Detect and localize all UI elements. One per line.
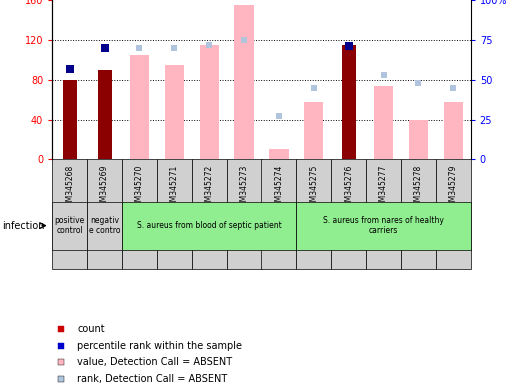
Bar bbox=[87, 159, 122, 269]
Text: GSM345275: GSM345275 bbox=[309, 165, 319, 211]
Bar bbox=[366, 159, 401, 269]
Bar bbox=[122, 202, 297, 250]
Bar bbox=[192, 159, 226, 269]
Text: GSM345270: GSM345270 bbox=[135, 165, 144, 211]
Text: negativ
e contro: negativ e contro bbox=[89, 216, 120, 235]
Text: count: count bbox=[77, 324, 105, 334]
Bar bbox=[157, 159, 192, 269]
Bar bbox=[436, 159, 471, 269]
Text: GSM345277: GSM345277 bbox=[379, 165, 388, 211]
Bar bbox=[234, 5, 254, 159]
Text: GSM345271: GSM345271 bbox=[170, 165, 179, 211]
Text: GSM345274: GSM345274 bbox=[275, 165, 283, 211]
Text: GSM345279: GSM345279 bbox=[449, 165, 458, 211]
Bar bbox=[297, 159, 331, 269]
Bar bbox=[331, 159, 366, 269]
Bar bbox=[200, 45, 219, 159]
Text: infection: infection bbox=[3, 220, 45, 231]
Text: GSM345278: GSM345278 bbox=[414, 165, 423, 211]
Text: GSM345269: GSM345269 bbox=[100, 165, 109, 211]
Text: S. aureus from blood of septic patient: S. aureus from blood of septic patient bbox=[137, 221, 281, 230]
Bar bbox=[130, 55, 149, 159]
Bar bbox=[87, 202, 122, 250]
Bar bbox=[269, 149, 289, 159]
Bar bbox=[63, 80, 77, 159]
Text: GSM345268: GSM345268 bbox=[65, 165, 74, 211]
Bar bbox=[98, 70, 111, 159]
Bar bbox=[297, 202, 471, 250]
Bar bbox=[342, 45, 356, 159]
Bar bbox=[122, 159, 157, 269]
Bar bbox=[304, 102, 323, 159]
Text: S. aureus from nares of healthy
carriers: S. aureus from nares of healthy carriers bbox=[323, 216, 444, 235]
Text: percentile rank within the sample: percentile rank within the sample bbox=[77, 341, 242, 351]
Bar bbox=[165, 65, 184, 159]
Bar bbox=[52, 202, 87, 250]
Text: rank, Detection Call = ABSENT: rank, Detection Call = ABSENT bbox=[77, 374, 228, 384]
Bar bbox=[52, 159, 87, 269]
Text: value, Detection Call = ABSENT: value, Detection Call = ABSENT bbox=[77, 358, 233, 367]
Text: GSM345272: GSM345272 bbox=[204, 165, 214, 211]
Bar bbox=[409, 119, 428, 159]
Bar bbox=[262, 159, 297, 269]
Bar bbox=[444, 102, 463, 159]
Text: GSM345273: GSM345273 bbox=[240, 165, 248, 211]
Bar bbox=[374, 86, 393, 159]
Bar bbox=[226, 159, 262, 269]
Bar bbox=[401, 159, 436, 269]
Text: positive
control: positive control bbox=[54, 216, 85, 235]
Text: GSM345276: GSM345276 bbox=[344, 165, 353, 211]
